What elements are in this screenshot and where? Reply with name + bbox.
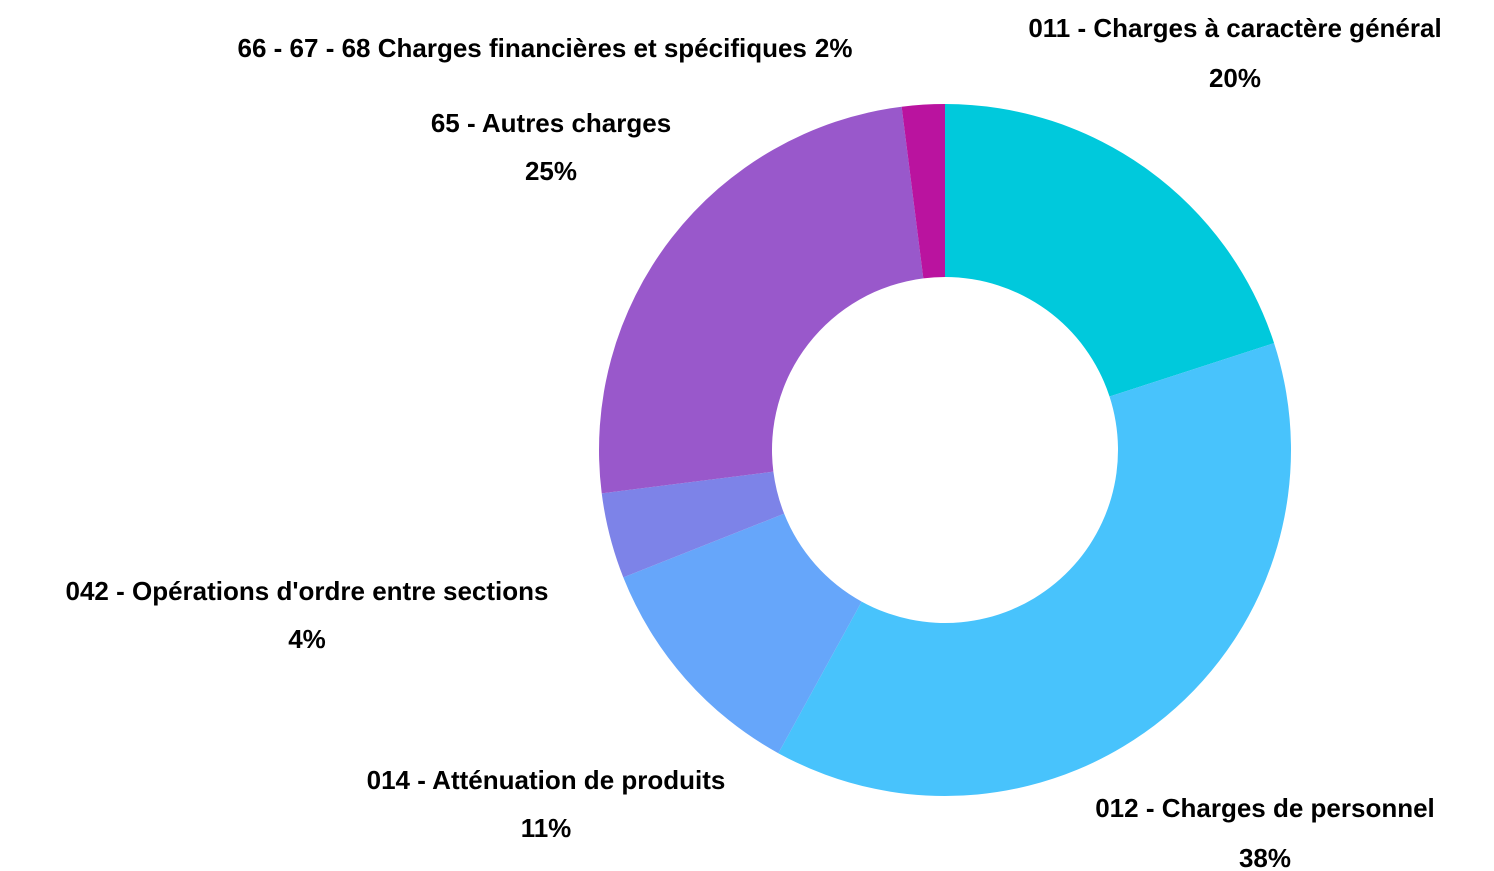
slice-value-label: 11% bbox=[521, 813, 572, 843]
slice-label: 011 - Charges à caractère général bbox=[1028, 13, 1441, 43]
donut-slice bbox=[623, 513, 862, 754]
slice-value-label: 20% bbox=[1209, 63, 1261, 93]
slice-label: 012 - Charges de personnel bbox=[1095, 793, 1435, 823]
donut-slice bbox=[599, 106, 924, 494]
slice-value-label: 25% bbox=[525, 156, 577, 186]
slice-label: 65 - Autres charges bbox=[431, 108, 671, 138]
slice-label: 014 - Atténuation de produits bbox=[367, 765, 726, 795]
slice-value-label: 4% bbox=[288, 624, 326, 654]
slice-value-label: 38% bbox=[1239, 843, 1291, 871]
donut-slice bbox=[945, 104, 1275, 397]
donut-slice bbox=[901, 104, 945, 279]
slice-label-group: 66 - 67 - 68 Charges financières et spéc… bbox=[238, 33, 853, 63]
slice-value-label: 2% bbox=[815, 33, 853, 63]
slice-label: 66 - 67 - 68 Charges financières et spéc… bbox=[238, 33, 807, 63]
slice-label: 042 - Opérations d'ordre entre sections bbox=[66, 576, 549, 606]
donut-slice bbox=[601, 471, 785, 578]
donut-slice bbox=[778, 343, 1291, 796]
